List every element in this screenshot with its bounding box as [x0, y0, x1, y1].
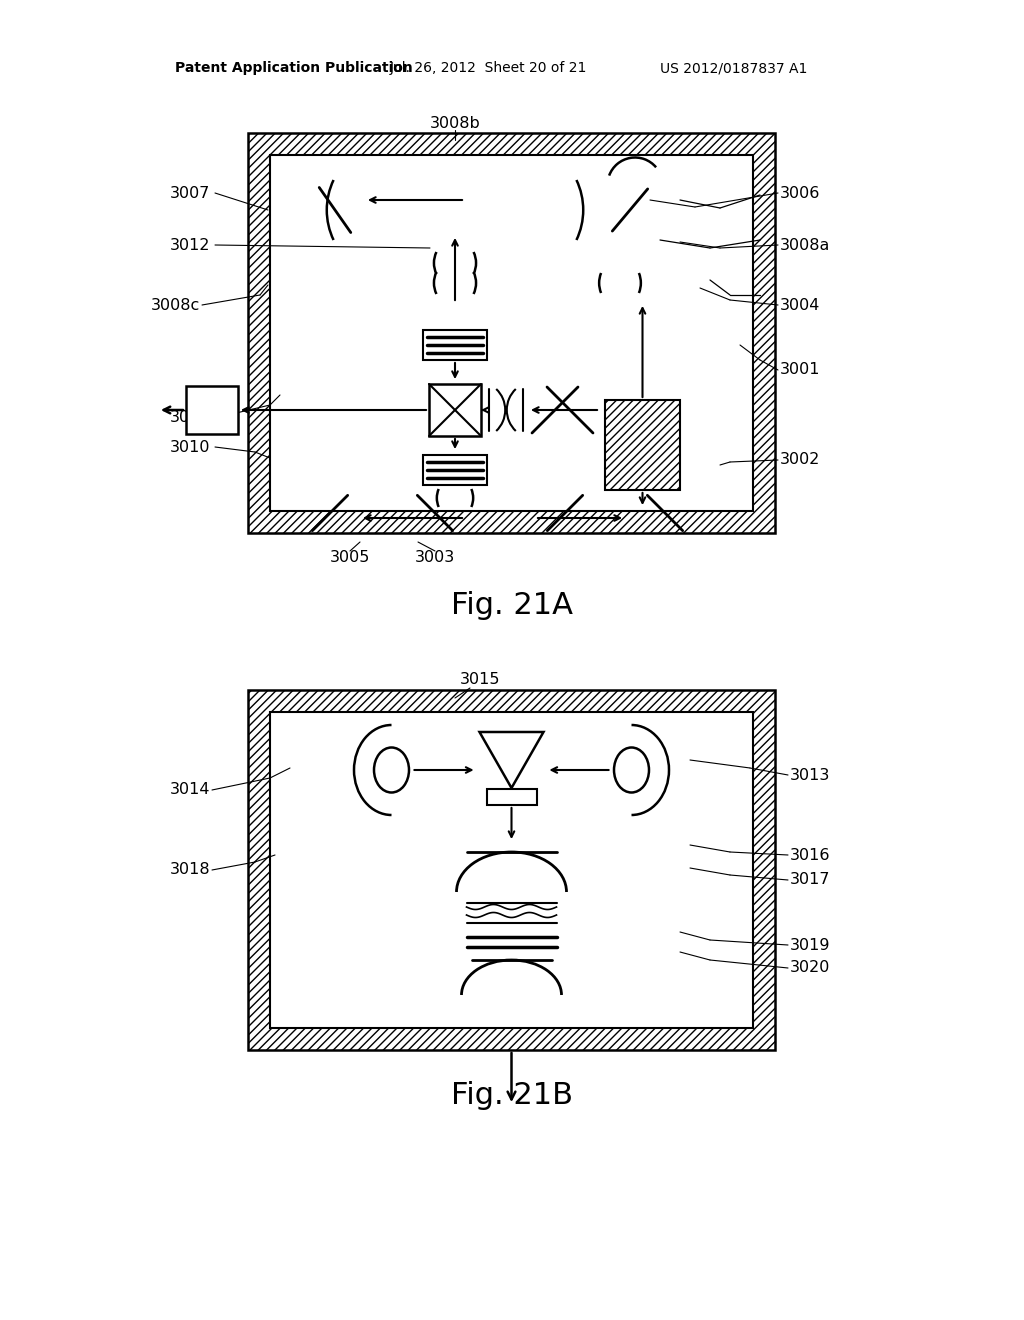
Bar — [753, 711, 775, 1028]
Bar — [248, 511, 775, 533]
Bar — [270, 154, 753, 511]
Bar — [248, 1028, 775, 1049]
Bar — [248, 690, 775, 711]
Text: 3008c: 3008c — [151, 297, 200, 313]
Text: Fig. 21A: Fig. 21A — [451, 590, 573, 619]
Polygon shape — [479, 733, 544, 788]
Text: 3016: 3016 — [790, 847, 830, 862]
Bar — [270, 154, 753, 511]
Text: Jul. 26, 2012  Sheet 20 of 21: Jul. 26, 2012 Sheet 20 of 21 — [390, 61, 588, 75]
Text: 3013: 3013 — [790, 767, 830, 783]
Text: 3010: 3010 — [170, 440, 210, 454]
Ellipse shape — [614, 747, 649, 792]
Text: 3018: 3018 — [169, 862, 210, 878]
Text: Fig. 21B: Fig. 21B — [451, 1081, 573, 1110]
Text: 3007: 3007 — [170, 186, 210, 201]
Bar — [605, 400, 680, 490]
Text: 3008a: 3008a — [780, 238, 830, 252]
Bar — [248, 133, 775, 154]
Text: 3019: 3019 — [790, 937, 830, 953]
Bar — [270, 711, 753, 1028]
Text: 3002: 3002 — [780, 453, 820, 467]
Ellipse shape — [374, 747, 409, 792]
Text: 3008b: 3008b — [430, 116, 480, 132]
Text: 3012: 3012 — [170, 238, 210, 252]
Bar — [248, 154, 270, 511]
Text: 3005: 3005 — [330, 550, 371, 565]
Bar — [186, 385, 238, 434]
Text: 3017: 3017 — [790, 873, 830, 887]
Bar — [248, 133, 775, 533]
Bar — [429, 384, 481, 436]
Text: 3015: 3015 — [460, 672, 501, 688]
Bar — [486, 789, 537, 805]
Bar — [753, 154, 775, 511]
Text: Patent Application Publication: Patent Application Publication — [175, 61, 413, 75]
Text: 3003: 3003 — [415, 550, 455, 565]
Bar — [423, 330, 487, 360]
Text: 3006: 3006 — [780, 186, 820, 201]
Text: US 2012/0187837 A1: US 2012/0187837 A1 — [660, 61, 807, 75]
Bar — [423, 455, 487, 484]
Text: 3011: 3011 — [169, 411, 210, 425]
Text: 3020: 3020 — [790, 961, 830, 975]
Text: 3004: 3004 — [780, 297, 820, 313]
Bar — [248, 690, 775, 1049]
Bar — [467, 937, 556, 946]
Text: 3014: 3014 — [170, 783, 210, 797]
Bar — [270, 711, 753, 1028]
Text: 3001: 3001 — [780, 363, 820, 378]
Bar — [248, 711, 270, 1028]
